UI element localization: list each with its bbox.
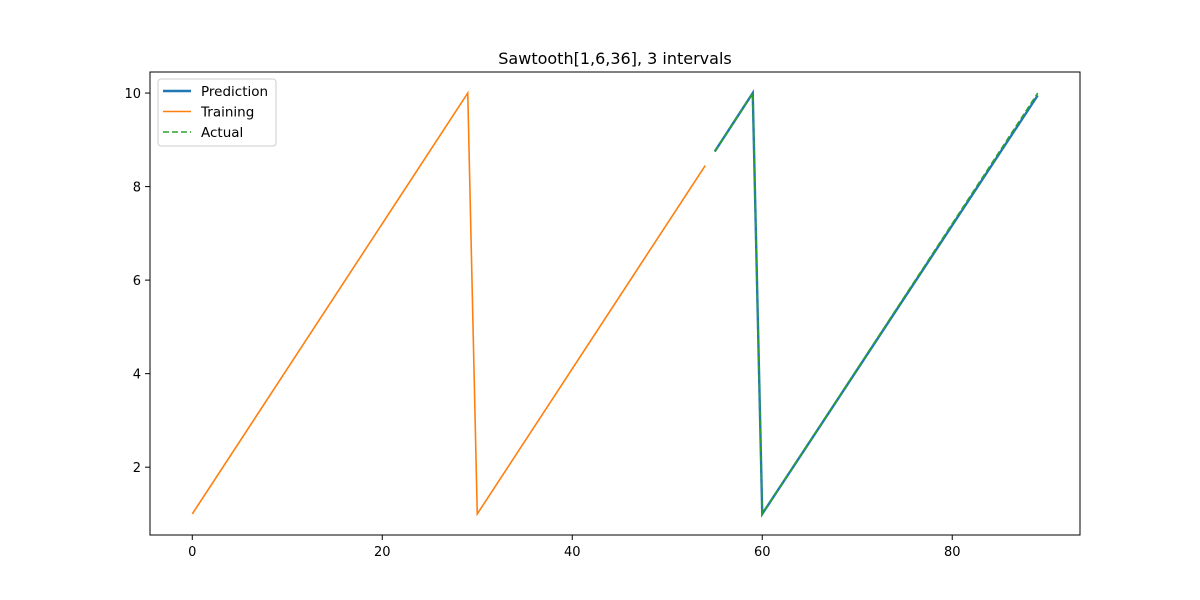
y-tick-label: 4 [133, 368, 141, 383]
y-tick-label: 8 [133, 181, 141, 196]
legend-label-training: Training [200, 105, 254, 121]
series-line-prediction [713, 89, 1039, 518]
series-line-actual [714, 90, 1039, 517]
legend-label-prediction: Prediction [201, 84, 268, 100]
x-tick-label: 20 [374, 545, 391, 560]
legend-box [157, 78, 277, 147]
legend: Prediction Training Actual [157, 78, 277, 147]
y-tick-label: 2 [133, 461, 141, 476]
y-axis: 2 4 6 8 10 [124, 87, 150, 476]
series-line-training [191, 90, 706, 517]
chart-title: Sawtooth[1,6,36], 3 intervals [498, 49, 731, 68]
legend-label-actual: Actual [201, 125, 243, 141]
x-axis: 0 20 40 60 80 [188, 535, 961, 560]
x-tick-label: 40 [564, 545, 581, 560]
y-tick-label: 6 [133, 274, 141, 289]
plot-frame [149, 71, 1081, 536]
y-tick-label: 10 [124, 87, 141, 102]
series-layer [191, 89, 1039, 518]
x-tick-label: 60 [754, 545, 771, 560]
x-tick-label: 0 [188, 545, 196, 560]
x-tick-label: 80 [944, 545, 961, 560]
